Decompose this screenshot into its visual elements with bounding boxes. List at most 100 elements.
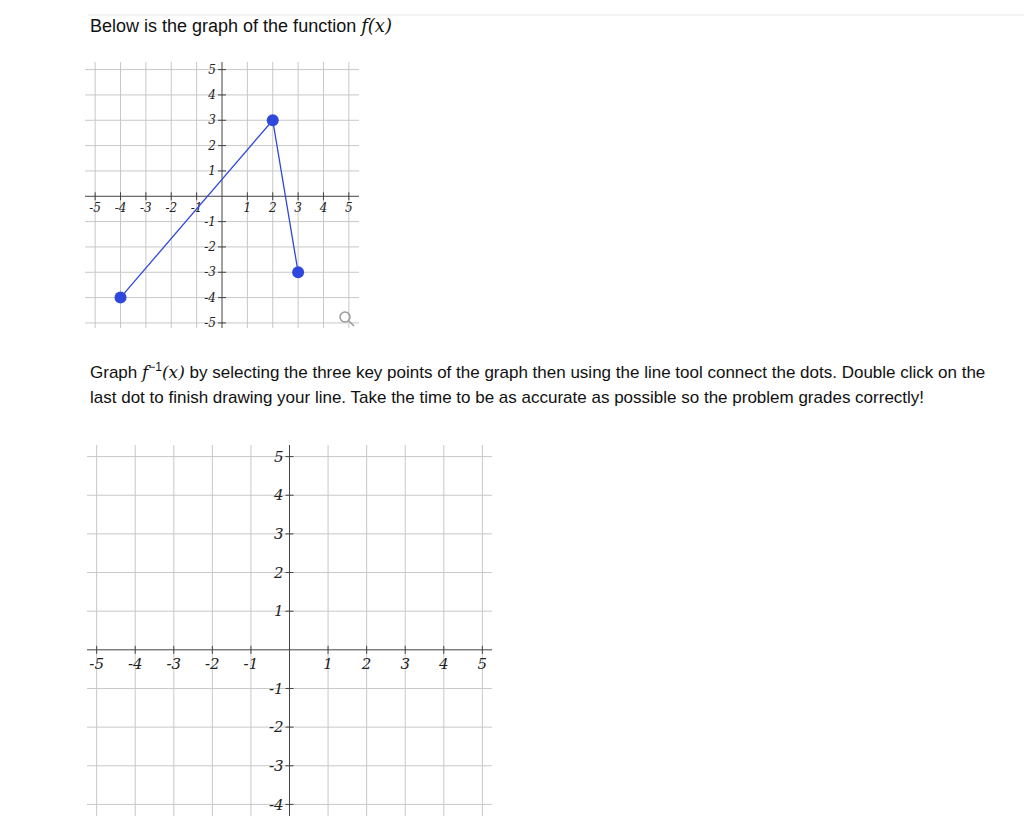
y-tick (218, 170, 226, 171)
intro-sentence: Below is the graph of the function (90, 16, 356, 36)
grid-line-x (482, 445, 483, 816)
y-tick-label: 1 (274, 602, 284, 620)
x-tick-label: 3 (400, 655, 410, 673)
y-tick-label: -3 (204, 265, 216, 279)
x-tick-label: 4 (438, 655, 449, 673)
y-tick (218, 272, 226, 273)
zoom-icon (340, 312, 354, 326)
grid-line-x (120, 62, 121, 328)
instruction-lead: Graph (90, 363, 137, 382)
x-tick (405, 646, 406, 654)
x-tick (145, 192, 146, 200)
x-tick (212, 646, 213, 654)
x-tick-label: -2 (165, 201, 177, 215)
grid-line-x (250, 445, 251, 816)
grid-line-y (85, 272, 359, 273)
inverse-exponent: −1 (148, 360, 162, 374)
grid-line-y (87, 804, 492, 805)
grid-line-y (87, 533, 492, 534)
function-name: f(x) (361, 15, 392, 36)
grid-line-x (323, 62, 324, 328)
x-tick (328, 646, 329, 654)
grid-line-y (85, 322, 359, 323)
grid-line-x (405, 445, 406, 816)
y-tick (218, 94, 226, 95)
x-tick-label: -2 (205, 655, 220, 673)
grid-line-x (145, 62, 146, 328)
y-tick-label: 2 (273, 564, 284, 582)
x-tick (95, 192, 96, 200)
intro-text: Below is the graph of the function f(x) (90, 13, 392, 39)
y-tick-label: 5 (274, 448, 284, 466)
grid-line-x (272, 62, 273, 328)
x-tick-label: 1 (323, 655, 333, 673)
marks (115, 114, 305, 303)
grid-line-y (85, 170, 359, 171)
x-tick (120, 192, 121, 200)
y-tick (286, 456, 294, 457)
key-point (267, 114, 279, 126)
key-point (292, 266, 304, 278)
y-tick (218, 120, 226, 121)
y-tick (218, 322, 226, 323)
function-line (121, 120, 299, 297)
x-tick (96, 646, 97, 654)
y-tick (286, 572, 294, 573)
y-tick (286, 765, 294, 766)
y-tick-label: 4 (207, 88, 216, 102)
y-tick-label: -5 (204, 316, 216, 330)
y-tick-label: -4 (269, 796, 284, 814)
y-tick-label: -1 (269, 680, 284, 698)
x-tick-label: 4 (319, 201, 328, 215)
x-tick-label: 2 (361, 655, 372, 673)
y-tick-label: 3 (208, 113, 216, 127)
grid-line-x (212, 445, 213, 816)
x-tick-label: 5 (478, 655, 488, 673)
x-tick (323, 192, 324, 200)
grid-line-y (87, 727, 492, 728)
x-tick-label: 5 (345, 201, 353, 215)
y-tick (218, 221, 226, 222)
y-tick-label: -4 (204, 291, 216, 305)
y-tick (218, 297, 226, 298)
y-tick-label: -3 (269, 757, 284, 775)
x-tick (173, 646, 174, 654)
y-tick (286, 533, 294, 534)
grid-line-y (85, 120, 359, 121)
y-tick (286, 495, 294, 496)
grid-line-y (85, 69, 359, 70)
x-tick (348, 192, 349, 200)
grid-line-x (247, 62, 248, 328)
x-tick-label: -4 (115, 201, 127, 215)
grid-line-y (85, 94, 359, 95)
grid-line-x (135, 445, 136, 816)
instruction-body: by selecting the three key points of the… (90, 363, 985, 407)
grid-line-y (85, 246, 359, 247)
y-tick-label: -2 (269, 718, 284, 736)
grid-line-x (366, 445, 367, 816)
y-axis (289, 445, 290, 816)
drawing: -5-4-3-2-112345-5-4-3-2-112345-5-4-3-2-1… (0, 0, 1024, 816)
x-tick-label: 2 (268, 201, 277, 215)
y-tick (286, 727, 294, 728)
x-tick-label: -3 (140, 201, 152, 215)
y-tick-label: -2 (204, 240, 216, 254)
x-tick (171, 192, 172, 200)
x-tick (250, 646, 251, 654)
grid-line-x (95, 62, 96, 328)
chart-0: -5-4-3-2-112345-5-4-3-2-112345 (85, 62, 359, 330)
y-tick-label: -1 (204, 215, 216, 229)
x-tick-label: 3 (294, 201, 302, 215)
y-tick-label: 3 (274, 525, 284, 543)
grid-line-x (173, 445, 174, 816)
x-tick (247, 192, 248, 200)
zoom-handle (349, 321, 354, 326)
grid-line-y (85, 221, 359, 222)
y-tick (218, 69, 226, 70)
y-tick (286, 611, 294, 612)
grid-line-y (87, 611, 492, 612)
y-tick-label: 4 (273, 486, 284, 504)
grid-line-x (443, 445, 444, 816)
grid-line-y (87, 688, 492, 689)
x-tick-label: -5 (89, 655, 104, 673)
